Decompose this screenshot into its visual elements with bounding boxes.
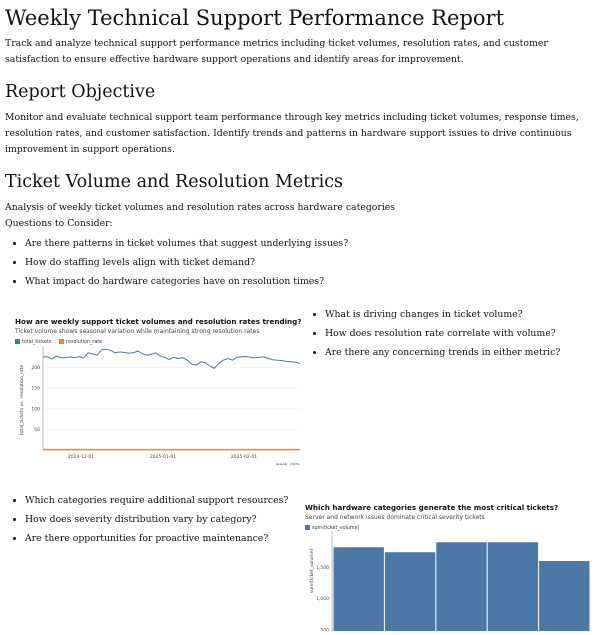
list-item: Which categories require additional supp… — [25, 495, 300, 506]
chart-legend: total_tickets resolution_rate — [15, 339, 305, 345]
x-tick-label: 2025-02-01 — [231, 454, 257, 460]
chart-subtitle: Ticket volume shows seasonal variation w… — [15, 328, 260, 335]
bar-chart: Which hardware categories generate the m… — [305, 503, 595, 635]
list-item: What is driving changes in ticket volume… — [325, 309, 560, 320]
list-item: How does resolution rate correlate with … — [325, 328, 560, 339]
list-item: Are there patterns in ticket volumes tha… — [25, 238, 595, 249]
bar — [333, 547, 384, 635]
x-tick-label: 2025-01-01 — [150, 454, 176, 460]
list-item: Are there any concerning trends in eithe… — [325, 347, 560, 358]
legend-item: resolution_rate — [59, 339, 102, 345]
section-heading: Ticket Volume and Resolution Metrics — [5, 172, 344, 192]
chart-subtitle: Server and network issues dominate criti… — [305, 514, 485, 521]
y-tick-label: 200 — [31, 365, 40, 371]
bar — [384, 552, 436, 635]
bar — [436, 542, 487, 635]
objective-text: Monitor and evaluate technical support t… — [5, 112, 579, 155]
bar-questions: Which categories require additional supp… — [5, 495, 300, 635]
x-axis-label: week_date — [276, 462, 300, 465]
x-tick-label: 2024-12-01 — [68, 454, 94, 460]
chart-legend: sum(ticket_volume) — [305, 525, 595, 531]
y-axis-label: sum(ticket_volume) — [309, 549, 315, 594]
bar — [539, 561, 590, 635]
line-plot: 50 100 150 200 total_tickets vs. resolution_… — [19, 347, 301, 468]
list-item: Are there opportunities for proactive ma… — [25, 533, 300, 544]
list-item: What impact do hardware categories have … — [25, 276, 595, 287]
y-tick-label: 50 — [34, 427, 40, 433]
y-tick-label: 1,000 — [316, 596, 329, 602]
bar — [487, 542, 539, 635]
list-item: How do staffing levels align with ticket… — [25, 257, 595, 268]
page-title: Weekly Technical Support Performance Rep… — [5, 6, 505, 30]
series-line-total_tickets — [43, 348, 301, 370]
y-tick-label: 1,500 — [316, 565, 329, 571]
list-item: How does severity distribution vary by c… — [25, 514, 300, 525]
chart-title: How are weekly support ticket volumes an… — [15, 317, 302, 326]
y-axis-label: total_tickets vs. resolution_rate — [19, 365, 25, 436]
questions-label: Questions to Consider: — [5, 218, 113, 229]
line-chart: How are weekly support ticket volumes an… — [15, 317, 305, 469]
line-questions: What is driving changes in ticket volume… — [305, 309, 560, 469]
y-tick-label: 100 — [31, 406, 40, 412]
objective-heading: Report Objective — [5, 82, 156, 102]
legend-item: sum(ticket_volume) — [305, 525, 359, 531]
section-text: Analysis of weekly ticket volumes and re… — [5, 202, 396, 213]
y-tick-label: 500 — [320, 627, 329, 631]
chart-title: Which hardware categories generate the m… — [305, 503, 559, 512]
questions-list: Are there patterns in ticket volumes tha… — [5, 238, 595, 287]
legend-item: total_tickets — [15, 339, 51, 345]
intro-text: Track and analyze technical support perf… — [5, 38, 548, 65]
y-tick-label: 150 — [31, 386, 40, 392]
